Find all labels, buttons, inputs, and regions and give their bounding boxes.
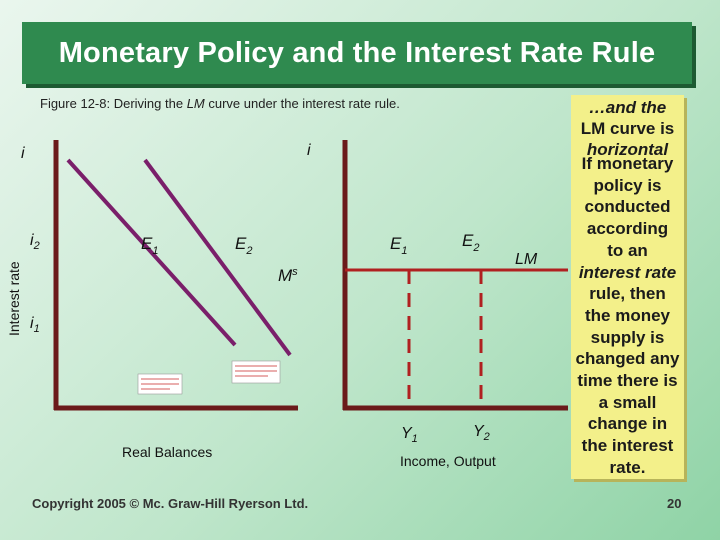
left-y-axis-title: Interest rate: [6, 261, 22, 336]
lm-label: LM: [515, 251, 538, 268]
left-panel: i Interest rate i2 i1 E1 E2 Ms Real Bala…: [6, 140, 298, 460]
left-x-axis-title: Real Balances: [122, 444, 212, 460]
side-main-line-8: the money: [584, 305, 671, 325]
page-number: 20: [667, 496, 682, 511]
inset-note-2: [231, 360, 281, 384]
right-point-e1: E1: [390, 234, 407, 257]
side-main-line-2: policy is: [593, 175, 662, 195]
side-main-line-4: according: [586, 219, 669, 239]
side-main-line-15: rate.: [609, 457, 646, 477]
caption-lm: LM: [186, 96, 205, 111]
side-main-line-6: interest rate: [578, 262, 677, 282]
side-main-line-13: change in: [587, 414, 668, 434]
tick-i1: i1: [30, 315, 40, 335]
left-y-var: i: [21, 145, 25, 162]
money-demand-curve-2: [143, 158, 292, 357]
slide-title: Monetary Policy and the Interest Rate Ru…: [58, 36, 656, 69]
copyright: Copyright 2005 © Mc. Graw-Hill Ryerson L…: [32, 496, 309, 511]
left-point-e1: E1: [141, 234, 158, 257]
money-supply-label: Ms: [278, 266, 298, 285]
side-main-line-14: the interest: [581, 436, 674, 456]
right-y-var: i: [307, 142, 311, 159]
tick-i2: i2: [30, 232, 40, 252]
side-top-line-3: horizontal: [586, 140, 669, 155]
title-bar: Monetary Policy and the Interest Rate Ru…: [22, 22, 692, 84]
side-main-line-12: a small: [598, 392, 657, 412]
side-note-box: …and the LM curve is horizontal If monet…: [571, 95, 684, 479]
side-main-line-5: to an: [607, 240, 648, 260]
side-main-line-1: If monetary: [581, 154, 674, 173]
money-demand-curve-1: [66, 158, 237, 347]
side-note-main-text: If monetary policy is conducted accordin…: [571, 153, 684, 479]
side-top-line-2: LM curve is: [580, 119, 675, 138]
right-panel: i E1 E2 LM Y1 Y2 Income, Output: [307, 140, 568, 469]
right-point-e2: E2: [462, 231, 479, 254]
side-main-line-10: changed any: [575, 349, 680, 369]
caption-prefix: Figure 12-8: Deriving the: [40, 96, 187, 111]
caption-suffix: curve under the interest rate rule.: [204, 96, 400, 111]
side-note-overlap-text: …and the LM curve is horizontal: [571, 97, 684, 155]
side-main-line-9: supply is: [590, 327, 665, 347]
side-top-line-1: …and the: [588, 98, 667, 117]
side-main-line-11: time there is: [577, 371, 678, 391]
tick-y2: Y2: [473, 423, 490, 443]
right-x-axis-title: Income, Output: [400, 453, 496, 469]
left-point-e2: E2: [235, 234, 252, 257]
tick-y1: Y1: [401, 425, 418, 445]
side-main-line-3: conducted: [584, 197, 671, 217]
side-main-line-7: rule, then: [589, 284, 666, 304]
figure-caption: Figure 12-8: Deriving the LM curve under…: [40, 96, 400, 111]
